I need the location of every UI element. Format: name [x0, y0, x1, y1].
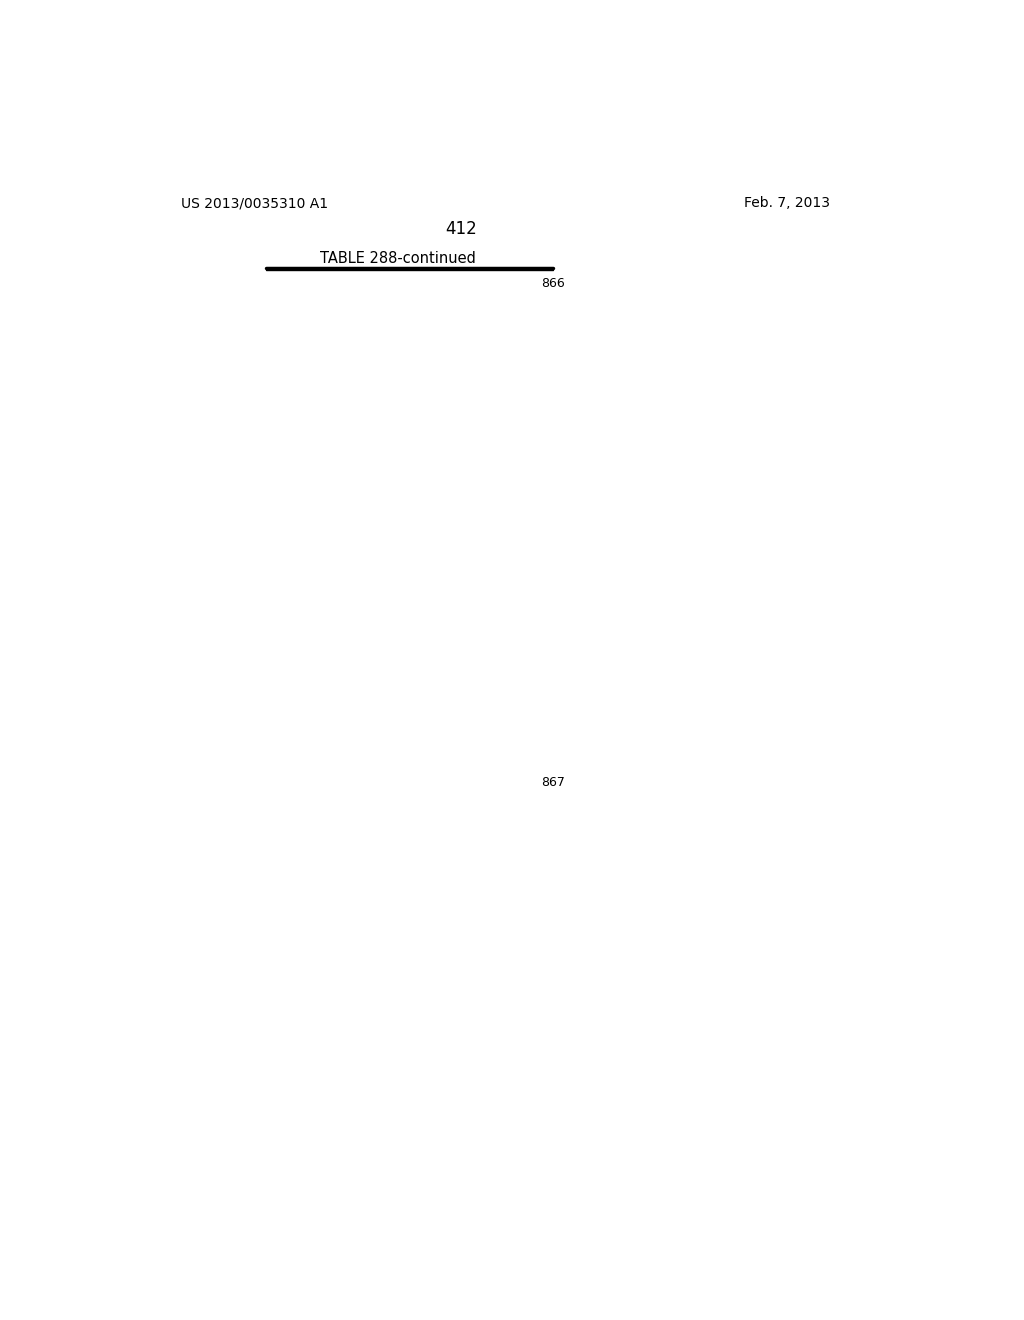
- Text: 867: 867: [541, 776, 565, 788]
- Text: Feb. 7, 2013: Feb. 7, 2013: [744, 197, 830, 210]
- Text: 866: 866: [541, 277, 565, 289]
- Text: TABLE 288-continued: TABLE 288-continued: [321, 251, 476, 267]
- Text: 412: 412: [445, 220, 477, 238]
- Text: US 2013/0035310 A1: US 2013/0035310 A1: [180, 197, 328, 210]
